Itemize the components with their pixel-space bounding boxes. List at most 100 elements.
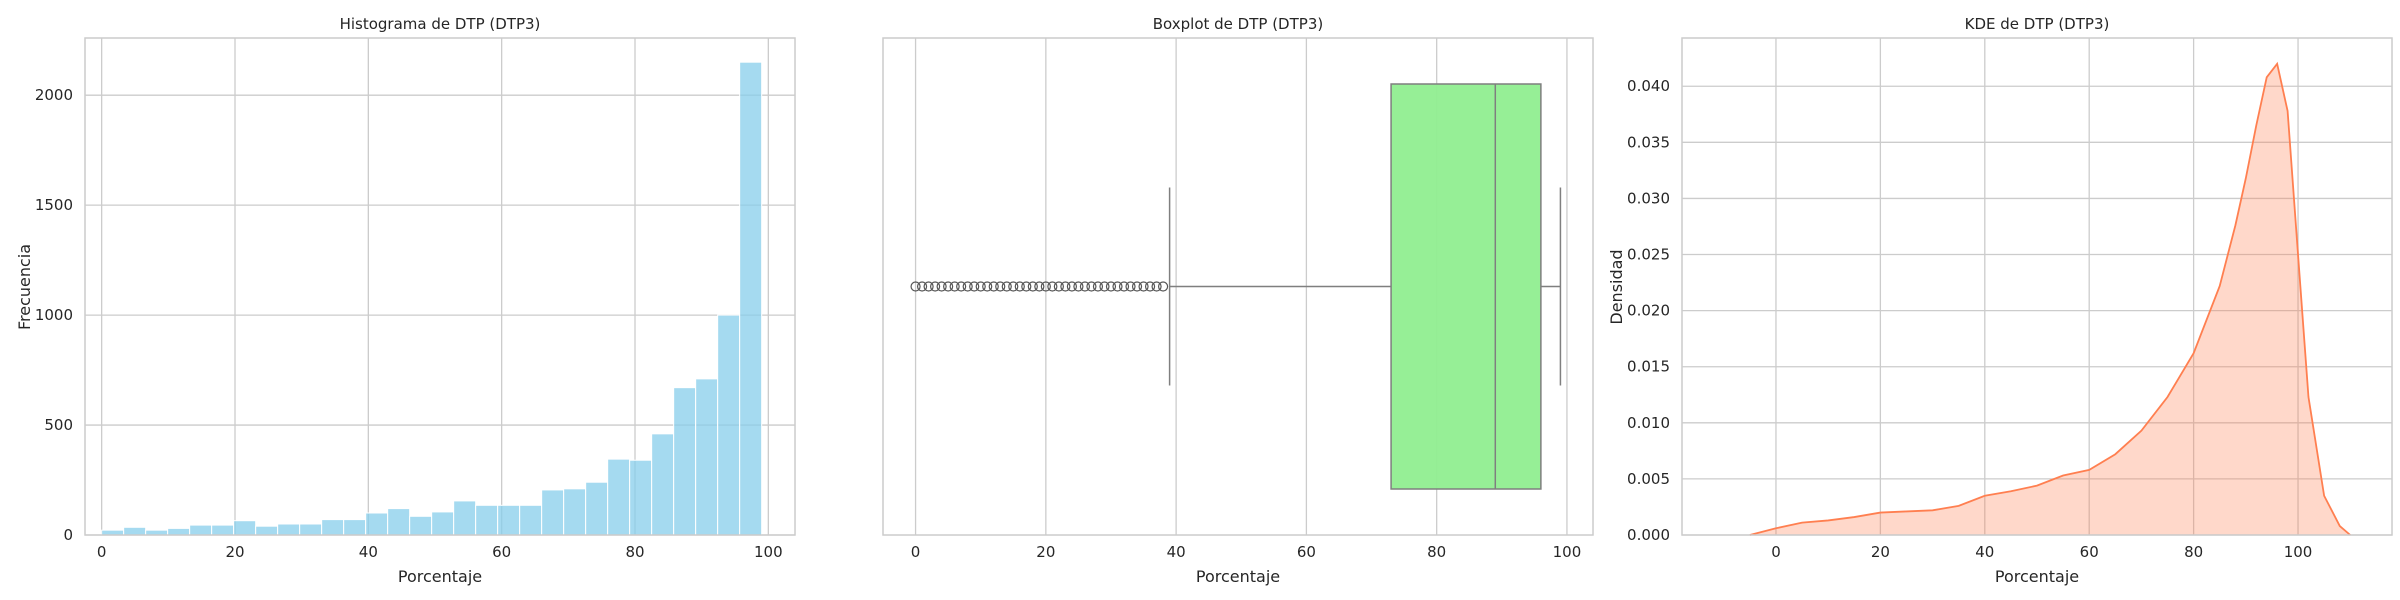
histogram-bar (123, 526, 147, 536)
x-tick-label: 60 (2080, 543, 2099, 561)
outlier-point (1027, 281, 1038, 292)
outlier-point (962, 281, 973, 292)
x-tick-label: 60 (1297, 543, 1316, 561)
kde-line (1749, 61, 2351, 536)
x-tick-label: 80 (625, 543, 644, 561)
y-tick-label: 0.040 (1627, 77, 1670, 95)
outlier-point (1157, 281, 1169, 292)
outlier-point (1047, 281, 1058, 292)
outlier-point (975, 281, 986, 292)
x-tick-label: 60 (492, 543, 511, 561)
y-tick-label: 2000 (35, 86, 73, 104)
histogram-bar (299, 523, 323, 536)
histogram-bar (563, 488, 587, 536)
y-tick-label: 0.010 (1627, 414, 1670, 432)
outlier-point (1014, 281, 1025, 292)
boxplot-title: Boxplot de DTP (DTP3) (1153, 15, 1323, 33)
histogram-bar (167, 527, 191, 536)
y-tick-label: 0 (63, 526, 73, 544)
x-tick-label: 0 (97, 543, 107, 561)
histogram-bar (233, 520, 257, 536)
outlier-point (1073, 281, 1084, 292)
kde-title: KDE de DTP (DTP3) (1965, 15, 2110, 33)
histogram-bar (673, 387, 697, 536)
outlier-point (1053, 281, 1064, 292)
histogram-bar (255, 525, 279, 536)
outlier-point (1034, 281, 1045, 292)
boxplot-frame (882, 37, 1594, 536)
y-tick-label: 0.005 (1627, 470, 1670, 488)
iqr-box (1390, 83, 1542, 490)
histogram-bar (651, 433, 675, 536)
histogram-bar (189, 524, 213, 536)
outlier-point (916, 281, 928, 292)
outlier-point (936, 281, 947, 292)
outlier-point (956, 281, 967, 292)
histogram-bar (409, 515, 433, 536)
outlier-point (1105, 281, 1117, 292)
histogram-bar (717, 314, 741, 536)
kde-panel: 0 20 40 60 80 100 0.000 0.005 0.010 0.015 0.020 0.0… (1607, 15, 2393, 586)
outlier-point (988, 281, 999, 292)
outlier-point (1001, 281, 1012, 292)
boxplot-panel: 0 20 40 60 80 100 Boxplot de DTP (DTP3) Porce… (882, 15, 1594, 586)
histogram-bar (475, 504, 499, 536)
outlier-point (1092, 281, 1104, 292)
y-tick-label: 0.020 (1627, 302, 1670, 320)
x-tick-label: 100 (2284, 543, 2313, 561)
histogram-bar (739, 61, 763, 536)
histogram-frame (84, 37, 796, 536)
outlier-point (1112, 281, 1123, 292)
outlier-point (1086, 281, 1097, 292)
outlier-point (1131, 281, 1143, 292)
histogram-bar (497, 504, 521, 536)
boxplot-x-label: Porcentaje (1196, 567, 1280, 586)
x-tick-label: 20 (1871, 543, 1890, 561)
x-tick-label: 40 (1975, 543, 1994, 561)
x-tick-label: 100 (1553, 543, 1582, 561)
histogram-bar (629, 459, 653, 536)
histogram-y-label: Frecuencia (15, 244, 34, 330)
outlier-point (930, 281, 941, 292)
outlier-point (1138, 281, 1149, 292)
y-tick-label: 1500 (35, 196, 73, 214)
histogram-bar (695, 378, 719, 536)
y-tick-label: 0.035 (1627, 133, 1670, 151)
outlier-point (1008, 281, 1019, 292)
outlier-point (1021, 281, 1032, 292)
outlier-point (969, 281, 980, 292)
outlier-point (943, 281, 954, 292)
outlier-point (995, 281, 1006, 292)
outlier-point (1125, 281, 1136, 292)
x-tick-label: 40 (1167, 543, 1186, 561)
histogram-bar (365, 512, 389, 536)
histogram-bar (277, 523, 301, 536)
kde-area (1749, 63, 2351, 536)
outlier-point (1151, 281, 1162, 292)
y-tick-label: 1000 (35, 306, 73, 324)
x-tick-label: 0 (1771, 543, 1781, 561)
y-tick-label: 500 (44, 416, 73, 434)
outlier-point (1118, 281, 1130, 292)
kde-y-label: Densidad (1607, 249, 1626, 324)
outlier-point (1079, 281, 1091, 292)
histogram-bar (431, 511, 455, 536)
x-tick-label: 80 (2184, 543, 2203, 561)
x-tick-label: 40 (359, 543, 378, 561)
histogram-bar (585, 481, 609, 536)
x-tick-label: 80 (1427, 543, 1446, 561)
x-tick-label: 100 (754, 543, 783, 561)
outlier-point (1144, 281, 1156, 292)
outlier-point (1099, 281, 1110, 292)
outlier-point (910, 281, 921, 292)
histogram-bar (211, 524, 235, 536)
histogram-bar (453, 500, 477, 536)
histogram-bar (387, 508, 411, 536)
outlier-point (923, 281, 934, 292)
outlier-point (1066, 281, 1077, 292)
histogram-bar (541, 489, 565, 536)
histogram-bar (607, 458, 631, 536)
x-tick-label: 20 (225, 543, 244, 561)
histogram-bar (343, 519, 367, 536)
